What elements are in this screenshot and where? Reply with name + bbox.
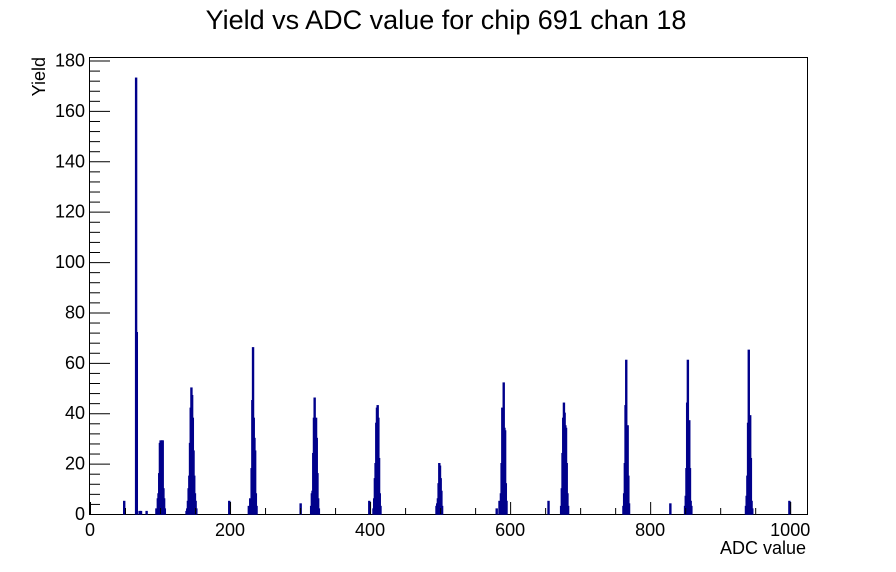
histogram-bin xyxy=(788,500,791,515)
histogram-series xyxy=(123,77,791,515)
histogram-bin xyxy=(317,508,321,515)
x-tick-label: 600 xyxy=(495,520,525,540)
y-tick-label: 180 xyxy=(55,51,85,71)
histogram-bin xyxy=(495,508,498,515)
histogram-bin xyxy=(690,505,693,515)
y-tick-label: 0 xyxy=(75,504,85,524)
histogram-bin xyxy=(135,332,139,515)
x-tick-label: 200 xyxy=(215,520,245,540)
histogram-bin xyxy=(547,500,550,515)
histogram-bin xyxy=(751,508,754,515)
y-tick-label: 40 xyxy=(65,403,85,423)
y-axis-label: Yield xyxy=(29,57,49,96)
chart-title: Yield vs ADC value for chip 691 chan 18 xyxy=(206,5,687,35)
histogram-bin xyxy=(379,505,382,515)
histogram-bin xyxy=(440,505,444,515)
plot-frame xyxy=(89,57,808,515)
histogram-bin xyxy=(669,503,672,515)
histogram-bin xyxy=(368,500,371,515)
histogram-bin xyxy=(255,505,258,515)
histogram-bin xyxy=(145,510,148,515)
histogram-bin xyxy=(505,500,508,515)
x-tick-label: 1000 xyxy=(770,520,810,540)
x-tick-label: 400 xyxy=(355,520,385,540)
histogram-bin xyxy=(123,500,126,515)
x-axis-label: ADC value xyxy=(720,538,806,558)
histogram-bin xyxy=(627,503,631,515)
x-tick-label: 800 xyxy=(635,520,665,540)
y-tick-label: 60 xyxy=(65,353,85,373)
y-tick-label: 120 xyxy=(55,202,85,222)
y-axis: 0 20 40 60 80 100 120 140 160 180 xyxy=(55,51,110,524)
y-tick-label: 80 xyxy=(65,302,85,322)
histogram-bin xyxy=(163,508,167,515)
histogram-bin xyxy=(139,510,143,515)
y-tick-label: 20 xyxy=(65,454,85,474)
histogram-bin xyxy=(228,500,231,515)
histogram-bin xyxy=(566,505,570,515)
y-tick-label: 100 xyxy=(55,252,85,272)
x-axis: 0 200 400 600 800 1000 xyxy=(85,502,810,540)
y-tick-label: 160 xyxy=(55,101,85,121)
y-tick-label: 140 xyxy=(55,151,85,171)
x-tick-label: 0 xyxy=(85,520,95,540)
